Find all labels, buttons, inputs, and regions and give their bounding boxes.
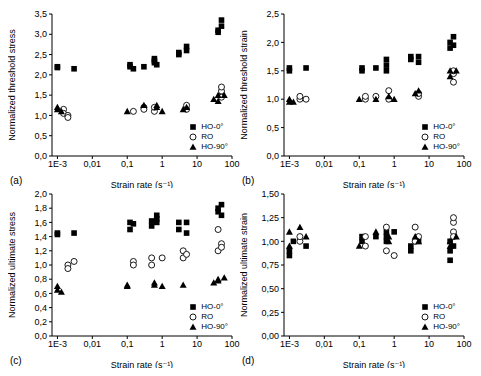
svg-text:Strain rate (s⁻¹): Strain rate (s⁻¹) [111, 180, 173, 188]
svg-text:0,5: 0,5 [266, 123, 279, 133]
svg-text:1: 1 [392, 159, 397, 169]
svg-text:1E-3: 1E-3 [48, 159, 67, 169]
html-text:(d): (d) [242, 355, 255, 366]
svg-text:Normalized ultimate stress: Normalized ultimate stress [8, 211, 17, 318]
svg-text:100: 100 [224, 159, 239, 169]
svg-text:1,5: 1,5 [34, 90, 47, 100]
svg-text:10: 10 [424, 339, 434, 349]
svg-text:1,6: 1,6 [34, 218, 47, 228]
svg-text:1,2: 1,2 [34, 246, 47, 256]
svg-text:3,5: 3,5 [34, 9, 47, 19]
svg-text:Normalized threshold stress: Normalized threshold stress [8, 29, 17, 141]
svg-text:0,1: 0,1 [353, 159, 366, 169]
svg-text:0,2: 0,2 [34, 317, 47, 327]
svg-text:100: 100 [224, 339, 239, 349]
svg-text:1,0: 1,0 [34, 260, 47, 270]
svg-text:2,5: 2,5 [266, 9, 279, 19]
svg-text:0,01: 0,01 [84, 159, 102, 169]
html-text:HO-0°: HO-0° [433, 302, 456, 311]
svg-text:2,0: 2,0 [266, 38, 279, 48]
svg-text:0,01: 0,01 [316, 339, 334, 349]
svg-text:0,75: 0,75 [261, 260, 279, 270]
svg-text:Strain rate (s⁻¹): Strain rate (s⁻¹) [343, 360, 405, 368]
html-text:HO-0°: HO-0° [201, 302, 224, 311]
svg-text:2,0: 2,0 [34, 189, 47, 199]
svg-text:0,1: 0,1 [353, 339, 366, 349]
svg-text:0,00: 0,00 [261, 331, 279, 341]
svg-text:10: 10 [424, 159, 434, 169]
svg-text:0,1: 0,1 [121, 339, 134, 349]
svg-text:0,01: 0,01 [316, 159, 334, 169]
svg-text:Strain rate (s⁻¹): Strain rate (s⁻¹) [343, 180, 405, 188]
svg-text:0,0: 0,0 [34, 151, 47, 161]
svg-text:0,5: 0,5 [34, 131, 47, 141]
svg-text:0,6: 0,6 [34, 289, 47, 299]
svg-text:0,4: 0,4 [34, 303, 47, 313]
html-text:HO-0°: HO-0° [201, 122, 224, 131]
svg-text:1,50: 1,50 [261, 189, 279, 199]
svg-text:Normalized ultimate strain: Normalized ultimate strain [240, 213, 249, 317]
svg-text:1,00: 1,00 [261, 237, 279, 247]
html-text:RO: RO [433, 132, 446, 141]
html-text:(b): (b) [242, 175, 255, 186]
svg-text:2,0: 2,0 [34, 70, 47, 80]
svg-text:1E-3: 1E-3 [280, 159, 299, 169]
svg-text:1E-3: 1E-3 [48, 339, 67, 349]
html-text:RO: RO [201, 312, 214, 321]
html-text:HO-0°: HO-0° [433, 122, 456, 131]
html-text:(a): (a) [10, 175, 23, 186]
html-text:HO-90°: HO-90° [201, 142, 228, 151]
svg-text:3,0: 3,0 [34, 29, 47, 39]
svg-text:Normalized threshold strain: Normalized threshold strain [240, 30, 249, 140]
html-text:HO-90°: HO-90° [201, 322, 228, 331]
svg-text:1: 1 [160, 159, 165, 169]
svg-text:10: 10 [192, 339, 202, 349]
svg-text:0,1: 0,1 [121, 159, 134, 169]
svg-text:100: 100 [456, 159, 471, 169]
svg-text:0,25: 0,25 [261, 308, 279, 318]
svg-text:1,5: 1,5 [266, 66, 279, 76]
html-text:HO-90°: HO-90° [433, 142, 460, 151]
svg-text:1E-3: 1E-3 [280, 339, 299, 349]
svg-text:100: 100 [456, 339, 471, 349]
html-text:HO-90°: HO-90° [433, 322, 460, 331]
svg-text:1: 1 [392, 339, 397, 349]
svg-text:0,0: 0,0 [34, 331, 47, 341]
svg-text:0,01: 0,01 [84, 339, 102, 349]
html-text:RO: RO [433, 312, 446, 321]
svg-text:Strain rate (s⁻¹): Strain rate (s⁻¹) [111, 360, 173, 368]
svg-text:1,4: 1,4 [34, 232, 47, 242]
html-text:RO: RO [201, 132, 214, 141]
svg-text:1,8: 1,8 [34, 203, 47, 213]
svg-text:1: 1 [160, 339, 165, 349]
svg-text:10: 10 [192, 159, 202, 169]
svg-text:1,25: 1,25 [261, 213, 279, 223]
html-text:(c): (c) [10, 355, 22, 366]
svg-text:1,0: 1,0 [34, 111, 47, 121]
svg-text:0,0: 0,0 [266, 151, 279, 161]
svg-text:1,0: 1,0 [266, 94, 279, 104]
svg-text:0,50: 0,50 [261, 284, 279, 294]
svg-text:2,5: 2,5 [34, 50, 47, 60]
svg-text:0,8: 0,8 [34, 274, 47, 284]
